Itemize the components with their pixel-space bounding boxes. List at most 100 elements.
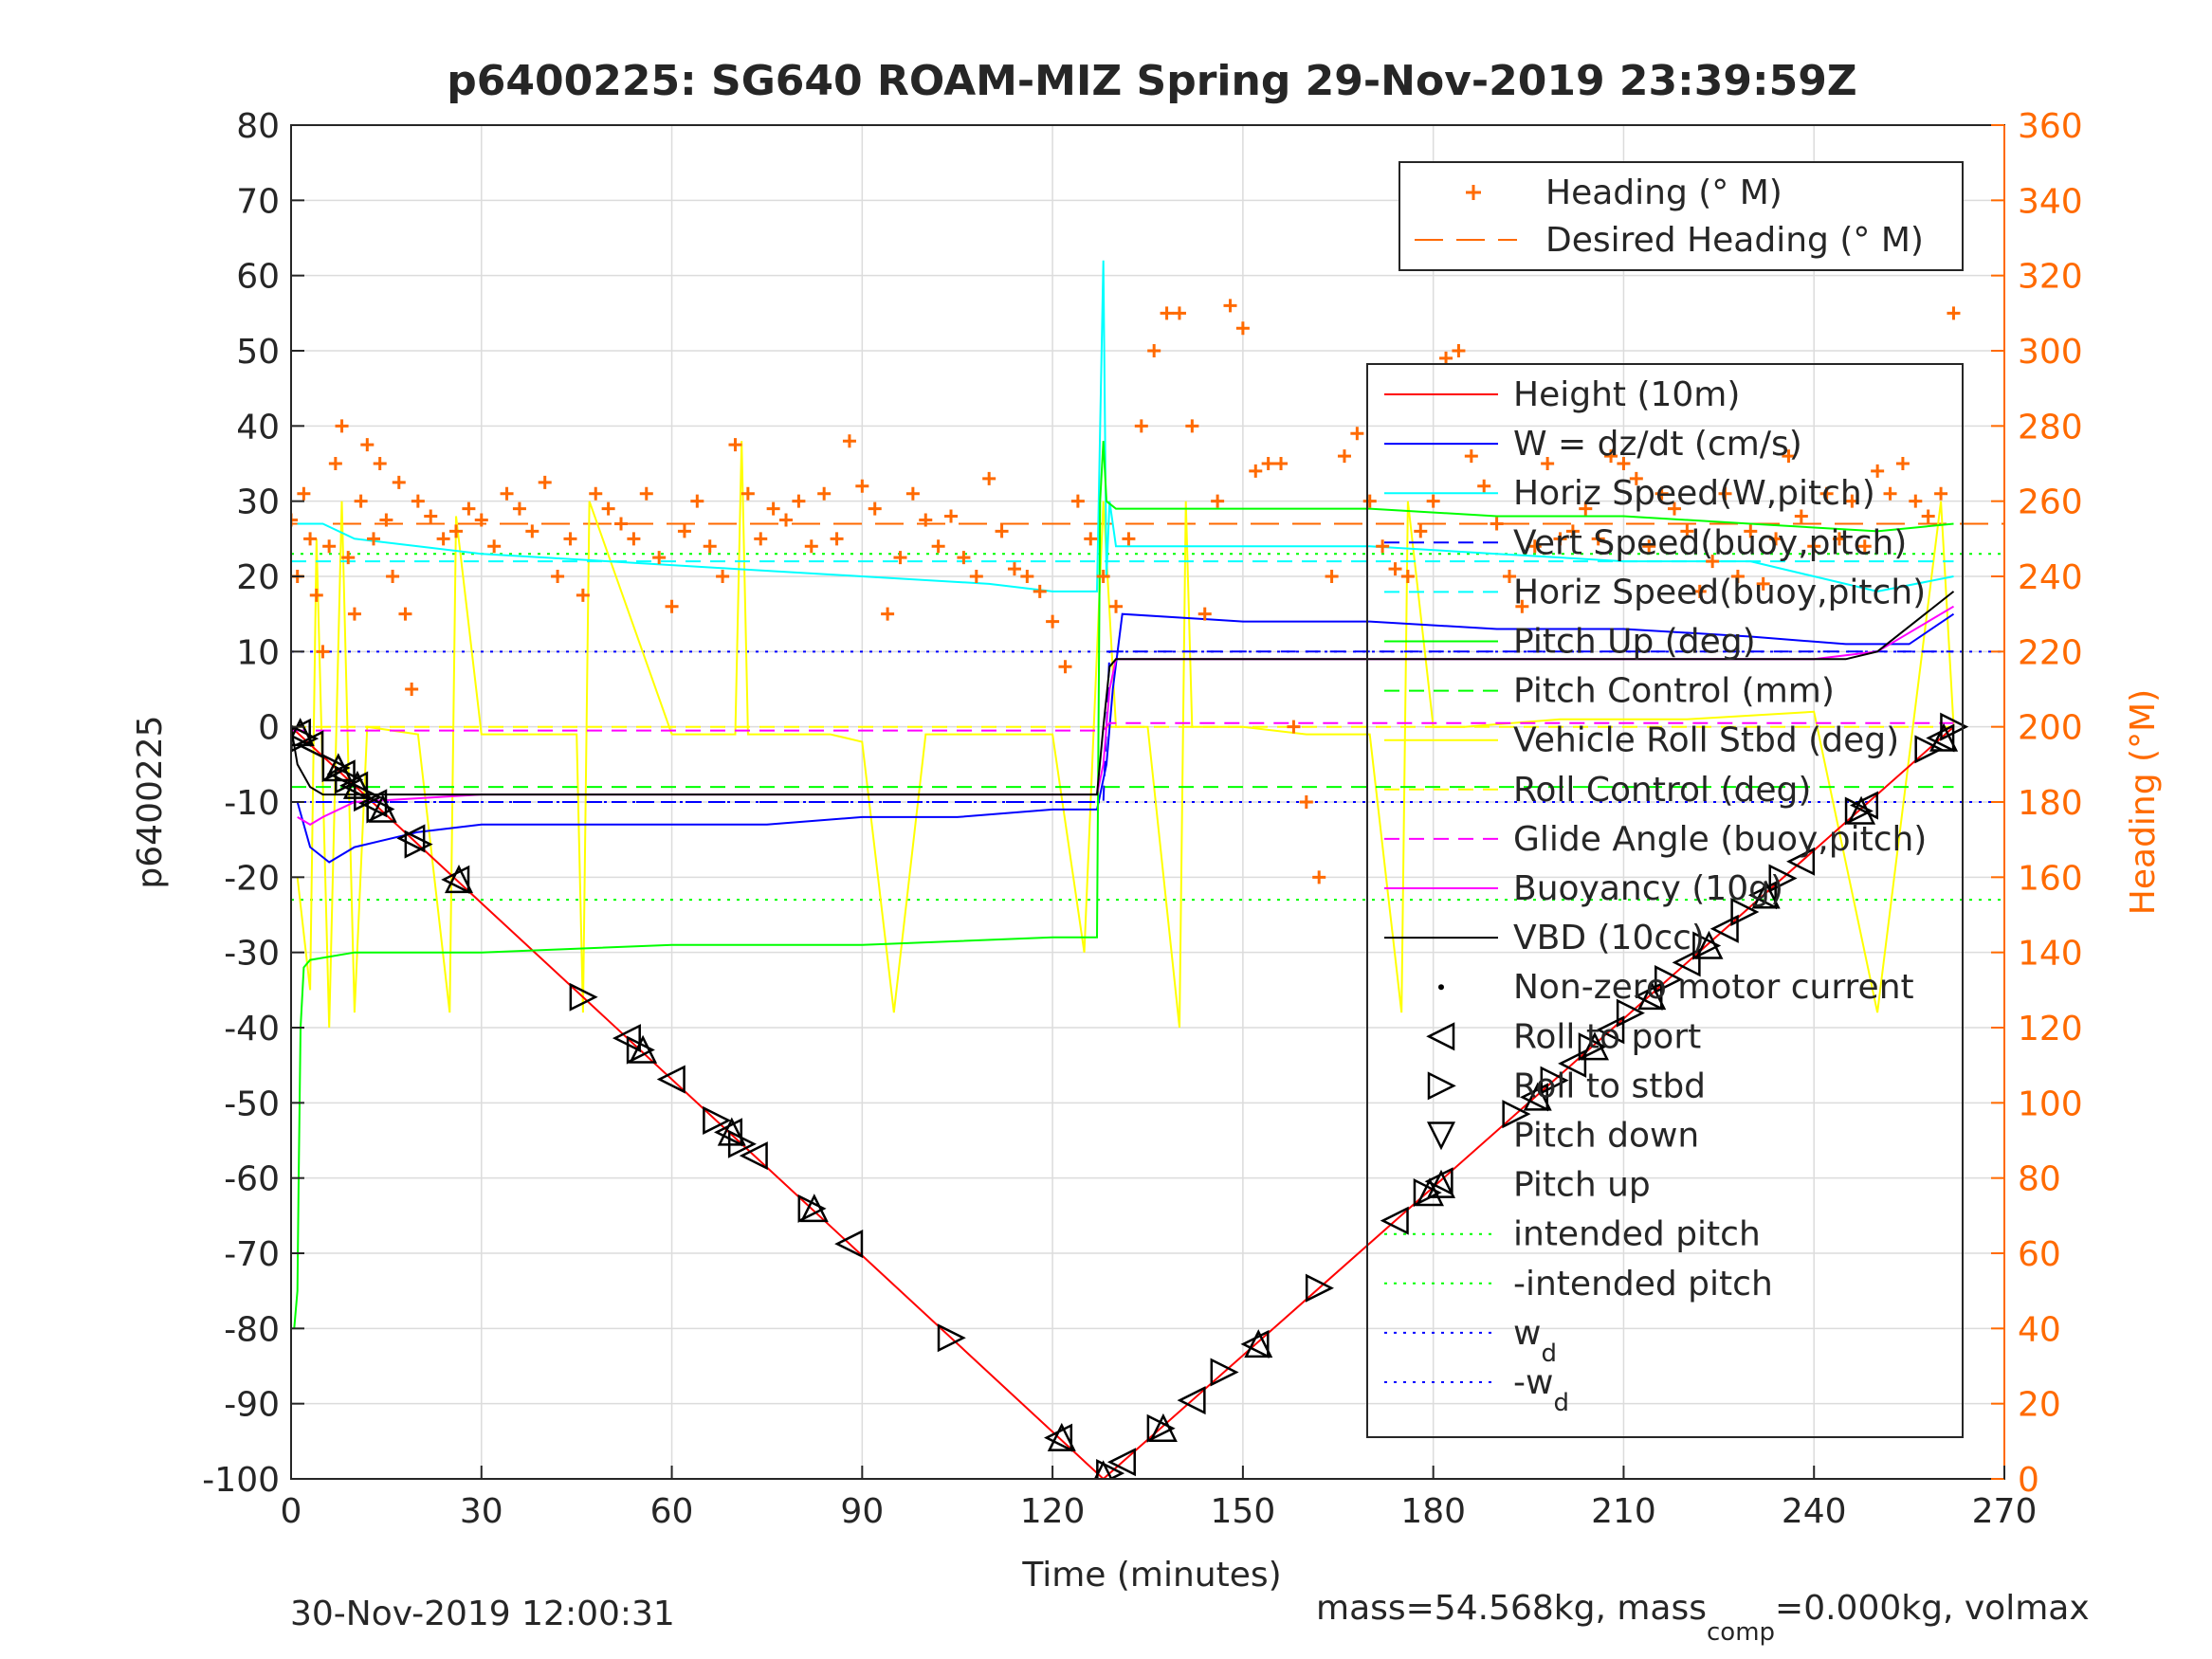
marker-up — [368, 793, 397, 823]
heading-point — [386, 570, 400, 583]
y-tick-label: -40 — [224, 1010, 280, 1048]
heading-point — [563, 532, 577, 546]
heading-point — [1400, 570, 1415, 583]
legend-label: Horiz Speed(W,pitch) — [1513, 474, 1875, 513]
heading-point — [1452, 344, 1466, 357]
y-tick-label: 0 — [258, 709, 280, 748]
marker-left — [834, 1230, 864, 1259]
marker-up — [1148, 1413, 1178, 1442]
marker-right — [404, 830, 433, 859]
legend-heading-label: Desired Heading (° M) — [1545, 221, 1924, 260]
heading-point — [1680, 524, 1694, 538]
y-tick-label: 70 — [236, 182, 280, 221]
heading-point — [614, 517, 629, 531]
heading-point — [1871, 464, 1885, 478]
heading-point — [1070, 494, 1085, 508]
y-tick-label: 30 — [236, 483, 280, 522]
marker-right — [1654, 965, 1684, 994]
right-tick-label: 220 — [2018, 633, 2083, 672]
x-tick-label: 120 — [1020, 1492, 1086, 1531]
heading-point — [944, 509, 959, 523]
x-tick-label: 180 — [1400, 1492, 1466, 1531]
heading-point — [1046, 614, 1060, 629]
x-tick-label: 210 — [1591, 1492, 1656, 1531]
heading-point — [1134, 419, 1148, 433]
heading-point — [716, 570, 730, 583]
heading-point — [779, 513, 794, 527]
heading-point — [868, 501, 882, 516]
heading-point — [1007, 562, 1021, 576]
legend-heading-swatch — [1466, 185, 1481, 200]
right-y-axis-label: Heading (°M) — [2124, 689, 2163, 915]
right-tick-label: 180 — [2018, 784, 2083, 823]
heading-point — [1312, 870, 1326, 884]
heading-point — [1756, 576, 1770, 591]
heading-point — [652, 551, 667, 565]
heading-point — [1464, 449, 1478, 464]
marker-right — [1502, 1100, 1531, 1129]
heading-point — [303, 532, 318, 546]
heading-point — [405, 683, 419, 696]
heading-point — [1122, 532, 1136, 546]
heading-point — [322, 539, 337, 554]
footer-mass: mass=54.568kg, masscomp=0.000kg, volmax — [1316, 1589, 2090, 1647]
legend-label: Roll Control (deg) — [1513, 771, 1811, 810]
heading-point — [1337, 449, 1351, 464]
heading-point — [1058, 660, 1072, 674]
heading-point — [525, 524, 539, 538]
right-tick-label: 320 — [2018, 258, 2083, 297]
right-tick-label: 160 — [2018, 859, 2083, 898]
heading-point — [1541, 457, 1555, 470]
heading-point — [792, 494, 806, 508]
heading-point — [881, 607, 895, 621]
heading-point — [1553, 532, 1567, 546]
heading-point — [1033, 584, 1047, 598]
heading-point — [1299, 795, 1313, 809]
heading-point — [1706, 555, 1720, 569]
heading-point — [1287, 720, 1301, 734]
series-line — [291, 591, 1955, 796]
x-tick-label: 240 — [1782, 1492, 1847, 1531]
legend-label: Pitch up — [1513, 1166, 1651, 1205]
marker-right — [1730, 898, 1760, 927]
series-line — [293, 441, 1954, 1329]
y-tick-label: -10 — [224, 784, 280, 823]
marker-left — [739, 1141, 768, 1171]
heading-point — [487, 539, 502, 554]
heading-point — [1604, 449, 1618, 464]
chart-title: p6400225: SG640 ROAM-MIZ Spring 29-Nov-2… — [447, 57, 1856, 105]
marker-right — [334, 765, 364, 794]
heading-point — [1109, 599, 1124, 613]
heading-point — [1934, 486, 1948, 501]
x-tick-label: 0 — [281, 1492, 302, 1531]
marker-left — [396, 824, 426, 853]
heading-point — [392, 475, 406, 489]
heading-point — [335, 419, 349, 433]
right-tick-label: 300 — [2018, 333, 2083, 372]
x-axis-label: Time (minutes) — [1021, 1556, 1281, 1595]
heading-point — [1235, 321, 1250, 336]
y-tick-label: 10 — [236, 633, 280, 672]
right-tick-label: 340 — [2018, 182, 2083, 221]
marker-up — [342, 770, 372, 799]
heading-point — [1527, 539, 1542, 554]
legend-label: Roll to port — [1513, 1017, 1701, 1056]
heading-point — [1020, 570, 1034, 583]
heading-point — [1172, 306, 1186, 320]
heading-point — [919, 513, 933, 527]
marker-right — [1305, 1273, 1334, 1303]
y-tick-label: 20 — [236, 558, 280, 597]
right-tick-label: 140 — [2018, 935, 2083, 974]
heading-point — [1388, 562, 1402, 576]
marker-up — [1751, 880, 1781, 909]
heading-point — [766, 501, 780, 516]
heading-point — [1096, 570, 1110, 583]
heading-point — [931, 539, 945, 554]
heading-point — [316, 645, 330, 659]
right-tick-label: 100 — [2018, 1085, 2083, 1123]
marker-right — [1914, 735, 1944, 764]
legend-label: Height (10m) — [1513, 375, 1740, 414]
heading-point — [512, 501, 526, 516]
y-axis-label: p6400225 — [131, 715, 170, 888]
